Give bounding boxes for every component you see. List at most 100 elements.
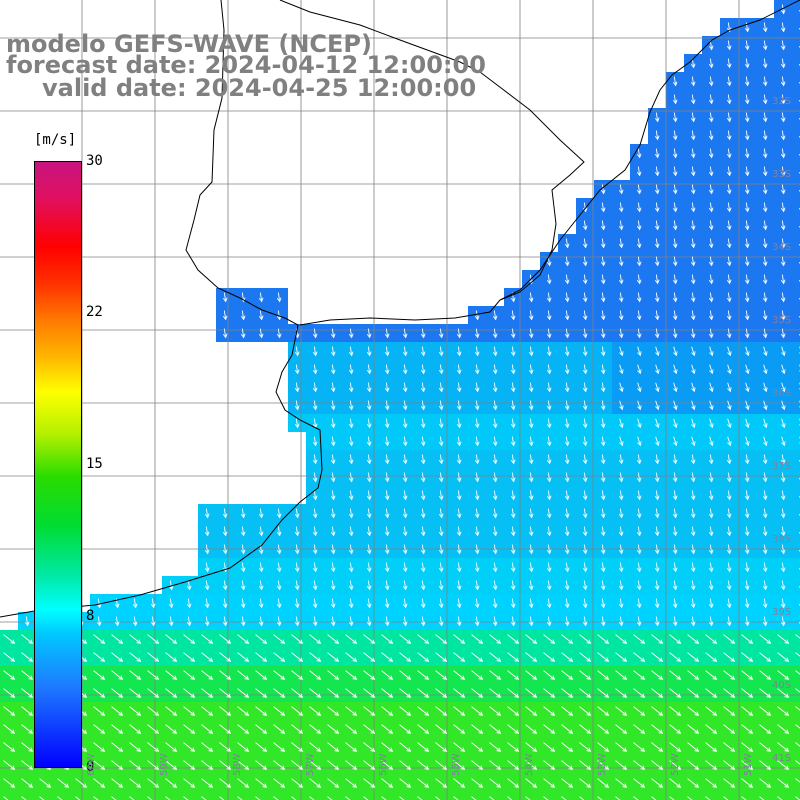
wind-arrow [672,274,678,285]
wind-arrow [655,382,660,393]
wind-arrow [672,238,678,249]
wind-arrow [438,436,444,447]
wind-arrow [471,652,484,662]
wind-arrow [651,706,664,716]
wind-arrow [438,382,444,393]
wind-arrow [111,760,124,770]
wind-arrow [510,382,516,393]
wind-arrow [222,328,228,339]
wind-arrow [201,634,214,644]
wind-arrow [619,346,624,357]
wind-arrow [402,436,408,447]
wind-arrow [237,706,250,716]
wind-arrow [276,328,282,339]
wind-arrow [489,724,502,734]
wind-arrow [687,742,700,752]
wind-arrow [687,778,700,788]
wind-arrow [633,688,646,698]
wind-arrow [348,472,354,483]
wind-arrow [366,526,372,537]
wind-arrow [654,238,660,249]
wind-arrow [672,490,678,501]
latitude-label: 33S [772,169,792,180]
wind-arrow [312,364,318,375]
wind-arrow [723,670,736,680]
wind-arrow [744,220,750,231]
wind-arrow [186,616,192,627]
wind-arrow [745,364,750,375]
wind-arrow [492,580,498,591]
wind-arrow [492,472,498,483]
wind-arrow [600,544,606,555]
wind-cell [792,630,800,648]
wind-arrow [669,742,682,752]
wind-arrow [129,796,135,800]
wind-arrow [150,616,156,627]
wind-arrow [708,166,714,177]
wind-arrow [615,688,628,698]
wind-arrow [222,292,228,303]
wind-arrow [597,670,610,680]
wind-arrow [582,418,588,429]
wind-cell [792,738,800,756]
wind-arrow [597,634,610,644]
wind-arrow [795,634,800,639]
longitude-label: 55W [451,753,462,776]
wind-cell [792,702,800,720]
wind-arrow [57,778,70,788]
wind-arrow [93,796,99,800]
wind-arrow [726,472,732,483]
wind-arrow [363,724,376,734]
wind-arrow [597,688,610,698]
wind-arrow [781,418,786,429]
wind-arrow [618,616,624,627]
wind-arrow [438,544,444,555]
wind-arrow [744,580,750,591]
wind-arrow [672,76,678,87]
wind-arrow [651,796,657,800]
wind-arrow [759,778,772,788]
wind-arrow [780,202,786,213]
wind-arrow [294,400,300,411]
wind-arrow [186,580,192,591]
wind-arrow [723,724,736,734]
wind-arrow [399,634,412,644]
wind-arrow [708,76,714,87]
wind-arrow [330,364,336,375]
wind-arrow [780,454,786,465]
wind-arrow [705,778,718,788]
wind-cell [792,504,800,522]
wind-arrow [528,346,534,357]
wind-arrow [687,760,700,770]
wind-arrow [597,760,610,770]
wind-cell [792,792,800,800]
wind-arrow [615,796,621,800]
wind-arrow [129,652,142,662]
wind-arrow [600,220,606,231]
wind-arrow [456,346,462,357]
wind-arrow [615,778,628,788]
wind-arrow [600,472,606,483]
wind-arrow [528,328,534,339]
wind-arrow [420,382,426,393]
wind-arrow [780,148,786,159]
wind-arrow [147,688,160,698]
wind-arrow [165,706,178,716]
wind-arrow [456,598,462,609]
wind-arrow [273,724,286,734]
wind-arrow [780,472,786,483]
wind-arrow [363,688,376,698]
wind-arrow [669,634,682,644]
wind-arrow [204,616,210,627]
wind-arrow [618,310,624,321]
wind-arrow [723,634,736,644]
wind-arrow [201,742,214,752]
wind-arrow [564,526,570,537]
wind-arrow [381,796,387,800]
wind-arrow [546,364,552,375]
wind-arrow [690,508,696,519]
wind-arrow [312,598,318,609]
wind-arrow [492,508,498,519]
wind-arrow [618,490,624,501]
wind-arrow [330,454,336,465]
